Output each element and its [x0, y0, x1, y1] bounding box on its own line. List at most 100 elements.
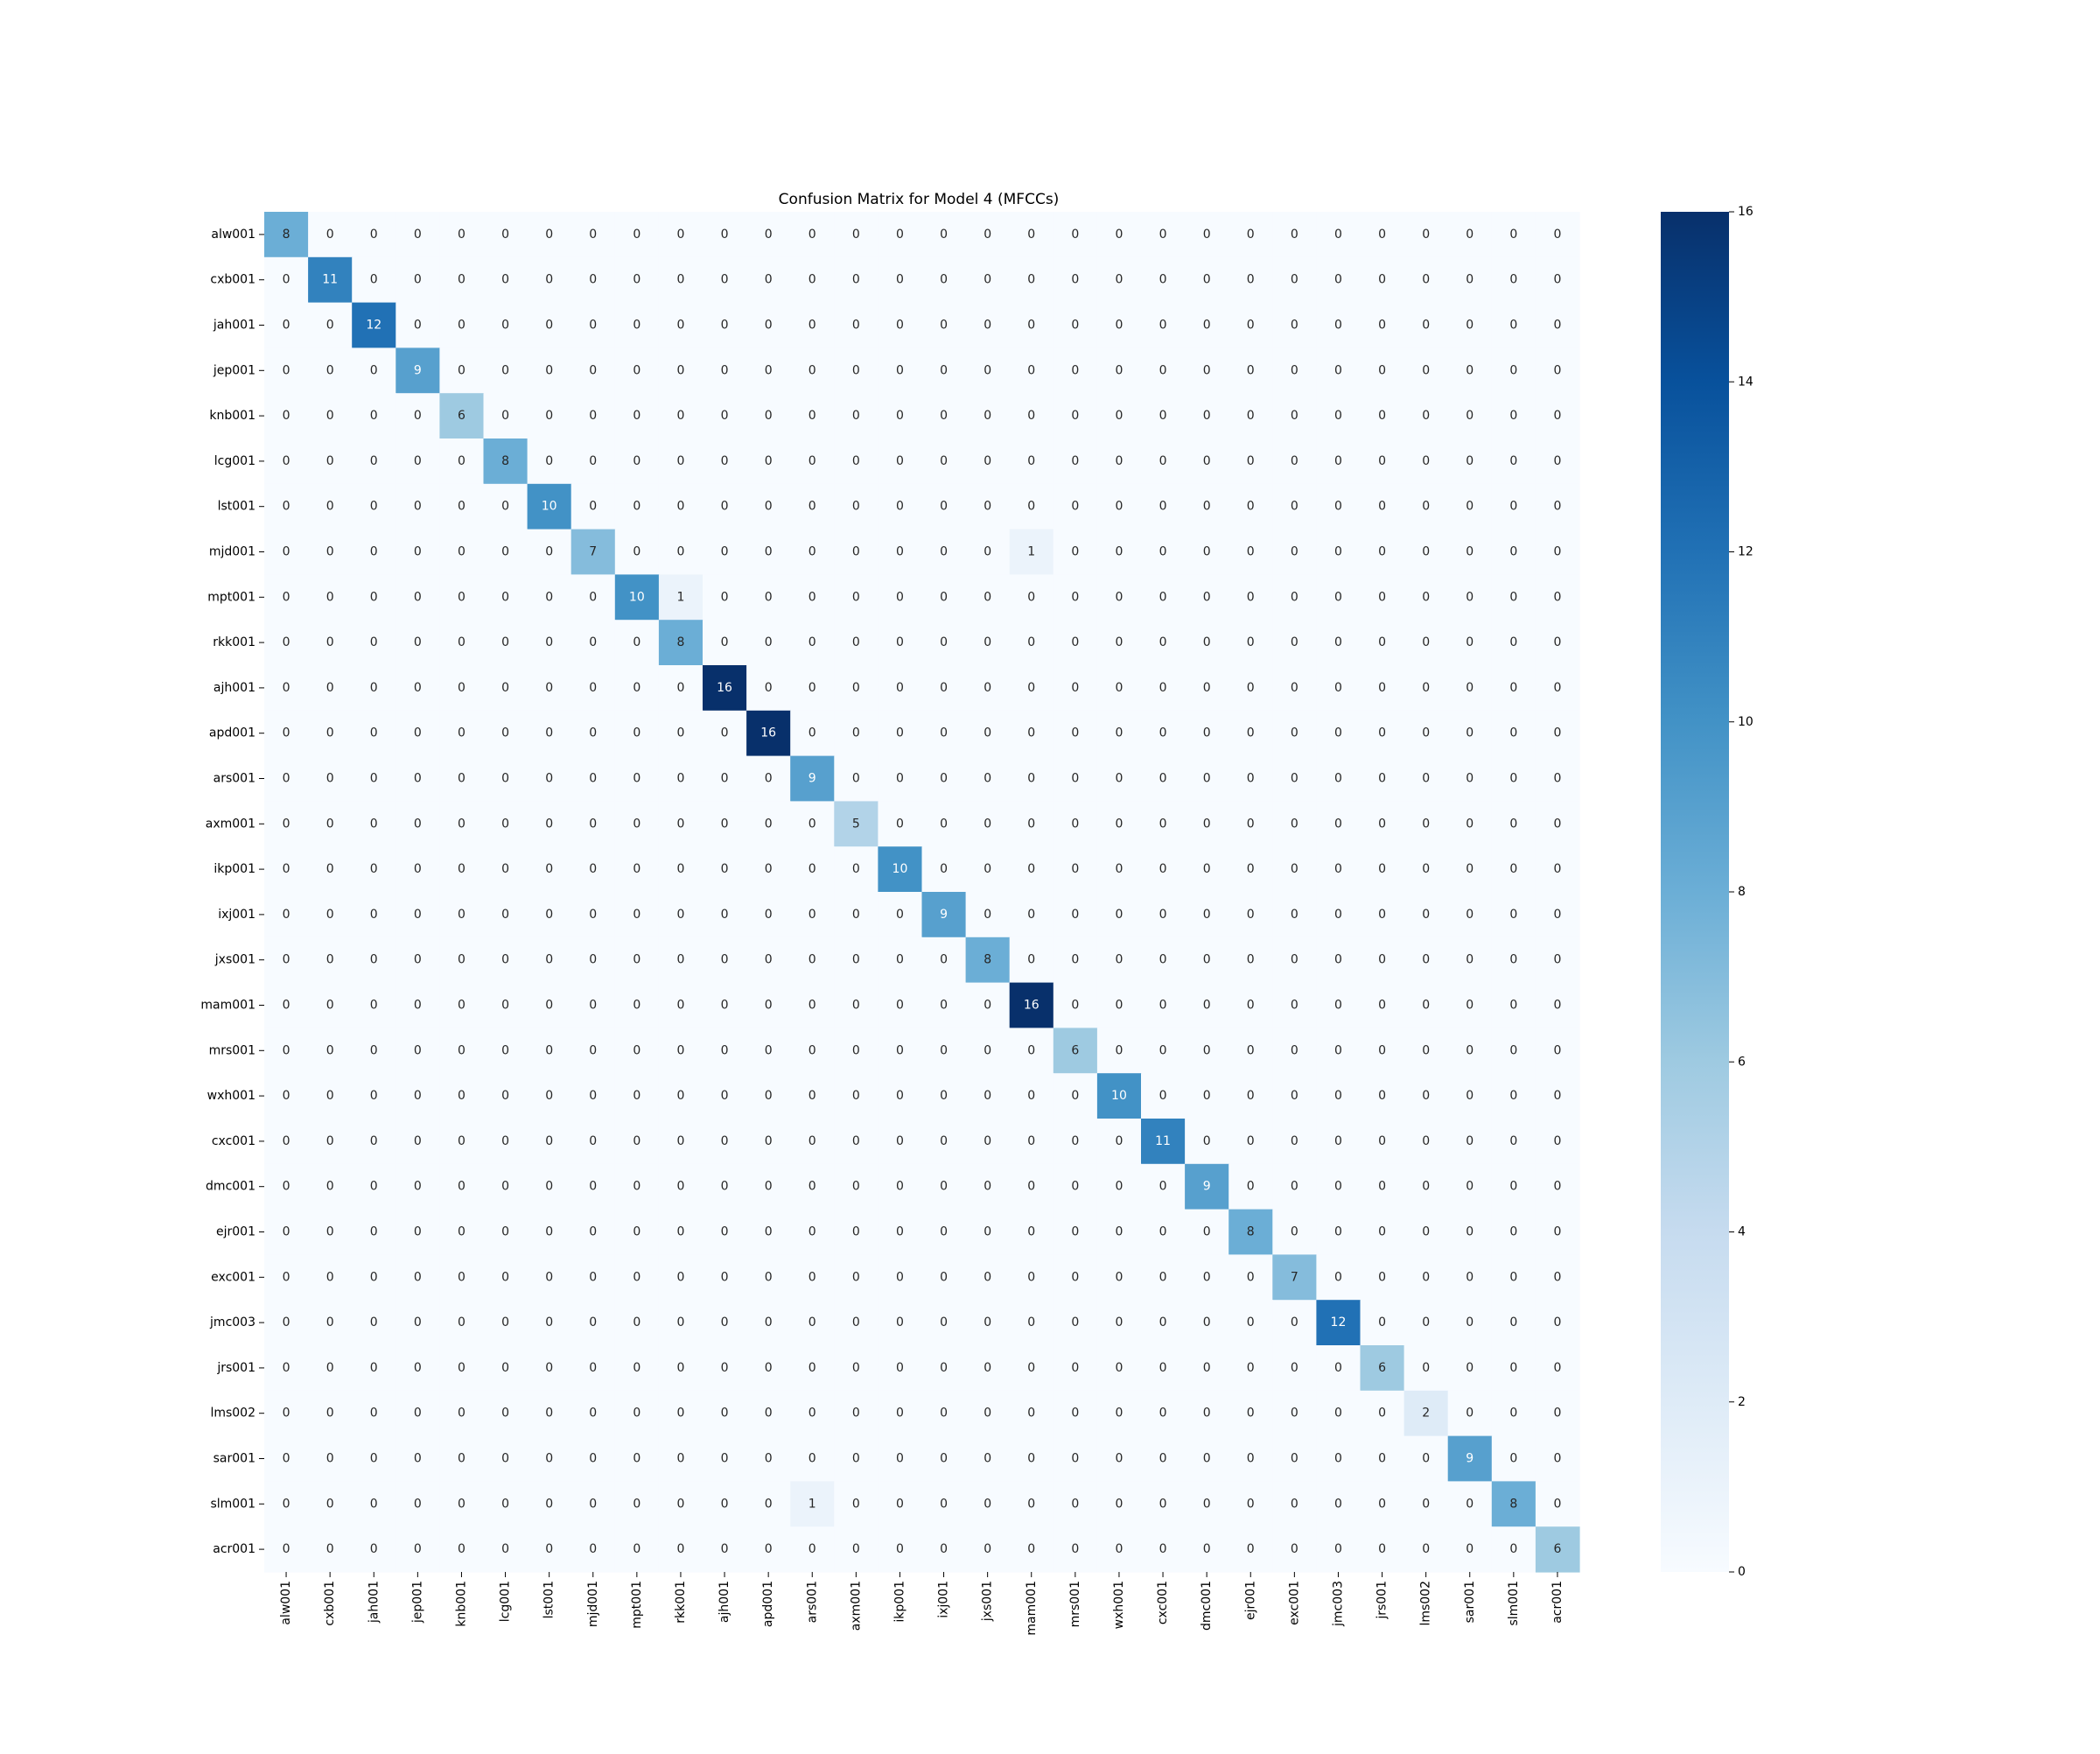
cell-value-label: 0	[1115, 1407, 1123, 1421]
cell-value-label: 0	[1466, 590, 1474, 604]
cell-value-label: 0	[808, 862, 816, 876]
cell-value-label: 0	[633, 908, 640, 922]
heatmap-cell	[264, 1028, 309, 1074]
cell-value-label: 0	[1027, 1134, 1035, 1148]
cell-value-label: 0	[370, 273, 378, 287]
cell-value-label: 0	[326, 545, 334, 559]
heatmap-cell	[570, 665, 616, 712]
heatmap-cell	[921, 1073, 967, 1119]
heatmap-cell	[264, 529, 309, 575]
heatmap-cell	[352, 665, 396, 712]
heatmap-cell	[746, 665, 791, 712]
cell-value-label: 0	[1071, 1180, 1079, 1194]
cell-value-label: 0	[1203, 273, 1211, 287]
heatmap-cell	[834, 1435, 878, 1482]
cell-value-label: 0	[326, 908, 334, 922]
cell-value-label: 0	[1509, 1542, 1517, 1556]
cell-value-label: 0	[1115, 454, 1123, 468]
cell-value-label: 0	[1115, 1225, 1123, 1239]
cell-value-label: 0	[1159, 1225, 1167, 1239]
heatmap-cell	[483, 483, 528, 530]
heatmap-cell	[1009, 982, 1054, 1028]
cell-value-label: 0	[370, 908, 378, 922]
cell-value-label: 0	[414, 1452, 422, 1466]
heatmap-cell	[1053, 1481, 1098, 1527]
cell-value-label: 0	[589, 1361, 597, 1375]
heatmap-cell	[527, 892, 572, 938]
cell-value-label: 0	[1247, 953, 1255, 967]
cell-value-label: 0	[1291, 817, 1298, 831]
heatmap-cell	[1491, 892, 1536, 938]
heatmap-cell	[570, 1073, 616, 1119]
heatmap-cell	[703, 302, 747, 348]
heatmap-cell	[396, 755, 440, 802]
cell-value-label: 0	[1247, 999, 1255, 1013]
cell-value-label: 0	[633, 1180, 640, 1194]
cell-value-label: 0	[545, 1316, 553, 1330]
cell-value-label: 0	[1159, 1361, 1167, 1375]
cell-value-label: 0	[1509, 1452, 1517, 1466]
heatmap-cell	[1053, 1028, 1098, 1074]
cell-value-label: 0	[1553, 319, 1561, 333]
x-tick-label: lst001	[542, 1581, 556, 1618]
cell-value-label: 10	[542, 500, 557, 514]
cell-value-label: 0	[633, 1316, 640, 1330]
cell-value-label: 0	[1334, 635, 1342, 649]
heatmap-cell	[1141, 665, 1186, 712]
cell-value-label: 0	[1247, 545, 1255, 559]
heatmap-cell	[1272, 1163, 1317, 1210]
cell-value-label: 0	[458, 590, 466, 604]
heatmap-cell	[614, 1390, 660, 1437]
cell-value-label: 0	[1466, 772, 1474, 786]
heatmap-cell	[1272, 302, 1317, 348]
heatmap-cell	[703, 212, 747, 258]
heatmap-cell	[570, 212, 616, 258]
cell-value-label: 0	[765, 454, 773, 468]
heatmap-cell	[483, 665, 528, 712]
cell-value-label: 0	[1071, 1497, 1079, 1511]
heatmap-cell	[308, 892, 353, 938]
cell-value-label: 0	[1115, 409, 1123, 423]
cell-value-label: 0	[414, 908, 422, 922]
heatmap-cell	[921, 1119, 967, 1165]
heatmap-cell	[658, 1163, 704, 1210]
heatmap-cell	[703, 256, 747, 304]
heatmap-cell	[1185, 1345, 1229, 1392]
heatmap-cell	[527, 1163, 572, 1210]
heatmap-cell	[1228, 755, 1273, 802]
cell-value-label: 0	[1071, 1452, 1079, 1466]
heatmap-cell	[1096, 710, 1142, 757]
cell-value-label: 0	[1334, 1497, 1342, 1511]
heatmap-cell	[1316, 574, 1362, 621]
cell-value-label: 0	[1509, 228, 1517, 242]
heatmap-cell	[1185, 393, 1229, 439]
heatmap-cell	[1316, 620, 1362, 666]
heatmap-cell	[1535, 1073, 1580, 1119]
heatmap-cell	[1272, 846, 1317, 893]
heatmap-cell	[703, 347, 747, 394]
heatmap-cell	[1096, 1028, 1142, 1074]
heatmap-cell	[878, 1073, 923, 1119]
cell-value-label: 0	[940, 1361, 948, 1375]
cell-value-label: 0	[326, 1316, 334, 1330]
cell-value-label: 0	[414, 1542, 422, 1556]
heatmap-cell	[1009, 1390, 1054, 1437]
heatmap-cell	[1535, 393, 1580, 439]
cell-value-label: 16	[1024, 999, 1040, 1013]
heatmap-cell	[483, 801, 528, 847]
cell-value-label: 0	[283, 681, 290, 695]
heatmap-cell	[1141, 574, 1186, 621]
heatmap-cell	[483, 302, 528, 348]
cell-value-label: 0	[1378, 1452, 1386, 1466]
cell-value-label: 0	[1027, 273, 1035, 287]
heatmap-cell	[1316, 302, 1362, 348]
cell-value-label: 0	[896, 817, 904, 831]
heatmap-cell	[483, 755, 528, 802]
heatmap-cell	[790, 1390, 835, 1437]
cell-value-label: 0	[1247, 1134, 1255, 1148]
heatmap-cell	[1009, 1300, 1054, 1346]
cell-value-label: 0	[896, 545, 904, 559]
heatmap-cell	[1009, 1526, 1054, 1573]
cell-value-label: 0	[984, 772, 991, 786]
heatmap-cell	[965, 1345, 1011, 1392]
